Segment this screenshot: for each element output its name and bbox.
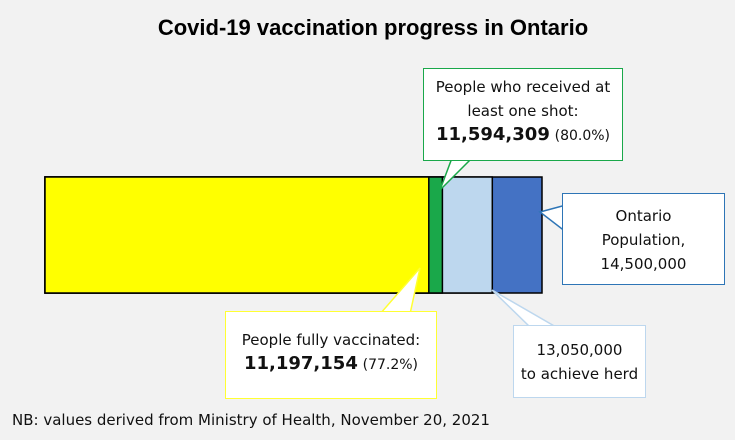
chart-title: Covid-19 vaccination progress in Ontario: [157, 15, 589, 40]
callout-label: People who received at least one shot:: [435, 78, 611, 120]
share-label: (80.0%): [554, 128, 611, 144]
callout-label: People fully vaccinated:: [241, 331, 421, 349]
bar: [44, 176, 430, 294]
share-label: (77.2%): [362, 357, 419, 373]
callout: Ontario Population, 14,500,000: [562, 193, 725, 285]
callout: 13,050,000 to achieve herd: [513, 325, 646, 398]
callout: People who received at least one shot: 1…: [423, 68, 623, 161]
callout: People fully vaccinated: 11,197,154 (77.…: [225, 311, 437, 399]
footnote: NB: values derived from Ministry of Heal…: [12, 411, 490, 429]
value-label: 14,500,000: [600, 255, 687, 273]
value-label: 11,594,309: [435, 124, 550, 145]
callout-pointer: [491, 289, 559, 328]
value-label: 11,197,154: [243, 353, 358, 374]
value-label: 13,050,000: [536, 341, 623, 359]
callout-label: to achieve herd: [520, 365, 639, 383]
callout-label: Ontario Population,: [601, 207, 686, 249]
